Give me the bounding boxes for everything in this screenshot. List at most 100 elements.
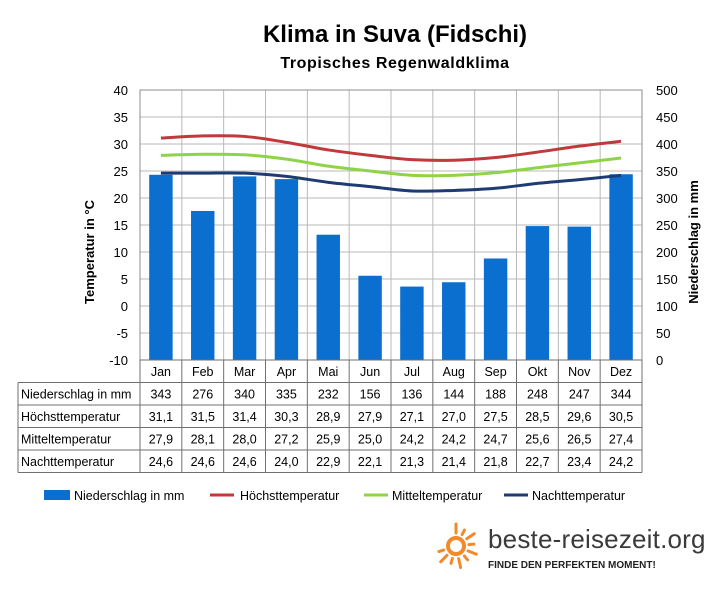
legend-label: Höchsttemperatur bbox=[240, 489, 339, 503]
data-label: 22,1 bbox=[358, 455, 382, 469]
left-axis-ticks: 40 35 30 25 20 15 10 5 0 -5 -10 bbox=[109, 83, 128, 368]
grid-lines bbox=[140, 89, 642, 361]
sun-logo-icon bbox=[437, 522, 478, 570]
brand-block: beste-reisezeit.org FINDE DEN PERFEKTEN … bbox=[432, 522, 722, 594]
x-tick-label: Nov bbox=[568, 365, 591, 379]
x-tick-label: Jun bbox=[360, 365, 380, 379]
bar-mai bbox=[316, 234, 340, 360]
right-tick-label: 450 bbox=[656, 110, 678, 125]
left-tick-label: 30 bbox=[114, 137, 128, 152]
data-label: 31,5 bbox=[191, 410, 215, 424]
bar-okt bbox=[525, 226, 550, 360]
sun-ray bbox=[462, 554, 470, 562]
data-label: 24,0 bbox=[274, 455, 298, 469]
data-label: 24,2 bbox=[442, 433, 466, 447]
table-row-label: Höchsttemperatur bbox=[21, 410, 120, 424]
data-label: 30,3 bbox=[274, 410, 298, 424]
bar-jun bbox=[358, 275, 382, 360]
data-label: 27,9 bbox=[358, 410, 382, 424]
bar-nov bbox=[567, 226, 591, 360]
x-tick-label: Sep bbox=[484, 365, 506, 379]
right-tick-label: 250 bbox=[656, 218, 678, 233]
data-label: 247 bbox=[569, 388, 590, 402]
x-tick-label: Dez bbox=[610, 365, 632, 379]
left-tick-label: 35 bbox=[114, 110, 128, 125]
data-label: 24,2 bbox=[609, 455, 633, 469]
data-label: 25,9 bbox=[316, 433, 340, 447]
data-label: 276 bbox=[192, 388, 213, 402]
chart-title: Klima in Suva (Fidschi) bbox=[263, 21, 527, 48]
x-tick-label: Jan bbox=[151, 365, 171, 379]
data-label: 340 bbox=[234, 388, 255, 402]
line-h-chsttemperatur bbox=[160, 134, 622, 162]
sun-ray bbox=[437, 548, 446, 554]
data-label: 21,4 bbox=[442, 455, 466, 469]
data-label: 188 bbox=[485, 388, 506, 402]
table-row-label: Niederschlag in mm bbox=[21, 388, 131, 402]
sun-ray bbox=[467, 542, 476, 547]
right-tick-label: 200 bbox=[656, 245, 678, 260]
left-tick-label: 25 bbox=[114, 164, 128, 179]
data-label: 144 bbox=[443, 388, 464, 402]
x-tick-label: Feb bbox=[192, 365, 214, 379]
x-tick-label: Jul bbox=[404, 365, 420, 379]
x-tick-label: Mar bbox=[234, 365, 256, 379]
x-tick-label: Apr bbox=[277, 365, 296, 379]
data-label: 22,9 bbox=[316, 455, 340, 469]
bar-apr bbox=[274, 179, 299, 360]
right-tick-label: 400 bbox=[656, 137, 678, 152]
sun-ray bbox=[439, 553, 449, 564]
data-label: 31,4 bbox=[232, 410, 256, 424]
data-label: 21,8 bbox=[483, 455, 507, 469]
table-row-label: Nachttemperatur bbox=[21, 455, 114, 469]
right-tick-label: 150 bbox=[656, 272, 678, 287]
right-tick-label: 0 bbox=[656, 353, 663, 368]
data-label: 26,5 bbox=[567, 433, 591, 447]
bar-dez bbox=[609, 174, 633, 360]
right-tick-label: 300 bbox=[656, 191, 678, 206]
data-label: 25,6 bbox=[525, 433, 549, 447]
sun-ray bbox=[457, 557, 463, 570]
data-label: 136 bbox=[401, 388, 422, 402]
bar-jan bbox=[149, 174, 173, 360]
legend: Niederschlag in mm Höchsttemperatur Mittel… bbox=[44, 489, 625, 503]
bar-sep bbox=[483, 258, 508, 360]
data-label: 27,1 bbox=[400, 410, 424, 424]
data-label: 24,6 bbox=[232, 455, 256, 469]
left-tick-label: 10 bbox=[114, 245, 128, 260]
bar-feb bbox=[191, 210, 215, 360]
data-label: 248 bbox=[527, 388, 548, 402]
left-tick-label: 40 bbox=[114, 83, 128, 98]
left-tick-label: 20 bbox=[114, 191, 128, 206]
temperature-lines bbox=[160, 134, 622, 193]
line-nachttemperatur bbox=[160, 171, 622, 193]
sun-ray bbox=[460, 528, 466, 537]
table-row-label: Mitteltemperatur bbox=[21, 433, 111, 447]
data-label: 21,3 bbox=[400, 455, 424, 469]
left-tick-label: -5 bbox=[116, 326, 128, 341]
sun-ray bbox=[466, 549, 478, 556]
data-label: 25,0 bbox=[358, 433, 382, 447]
data-label: 27,0 bbox=[442, 410, 466, 424]
sun-ray bbox=[465, 532, 476, 541]
data-label: 27,2 bbox=[274, 433, 298, 447]
data-label: 24,2 bbox=[400, 433, 424, 447]
left-tick-label: 0 bbox=[121, 299, 128, 314]
x-tick-label: Aug bbox=[443, 365, 465, 379]
precipitation-bars bbox=[149, 174, 633, 360]
chart-subtitle: Tropisches Regenwaldklima bbox=[280, 55, 509, 72]
right-tick-label: 350 bbox=[656, 164, 678, 179]
line-mitteltemperatur bbox=[160, 152, 622, 178]
left-tick-label: 5 bbox=[121, 272, 128, 287]
data-label: 343 bbox=[150, 388, 171, 402]
data-label: 344 bbox=[611, 388, 632, 402]
data-label: 24,7 bbox=[483, 433, 507, 447]
data-label: 27,9 bbox=[149, 433, 173, 447]
left-tick-label: -10 bbox=[109, 353, 128, 368]
data-label: 24,6 bbox=[149, 455, 173, 469]
data-label: 28,9 bbox=[316, 410, 340, 424]
right-tick-label: 500 bbox=[656, 83, 678, 98]
data-label: 28,1 bbox=[191, 433, 215, 447]
data-label: 22,7 bbox=[525, 455, 549, 469]
